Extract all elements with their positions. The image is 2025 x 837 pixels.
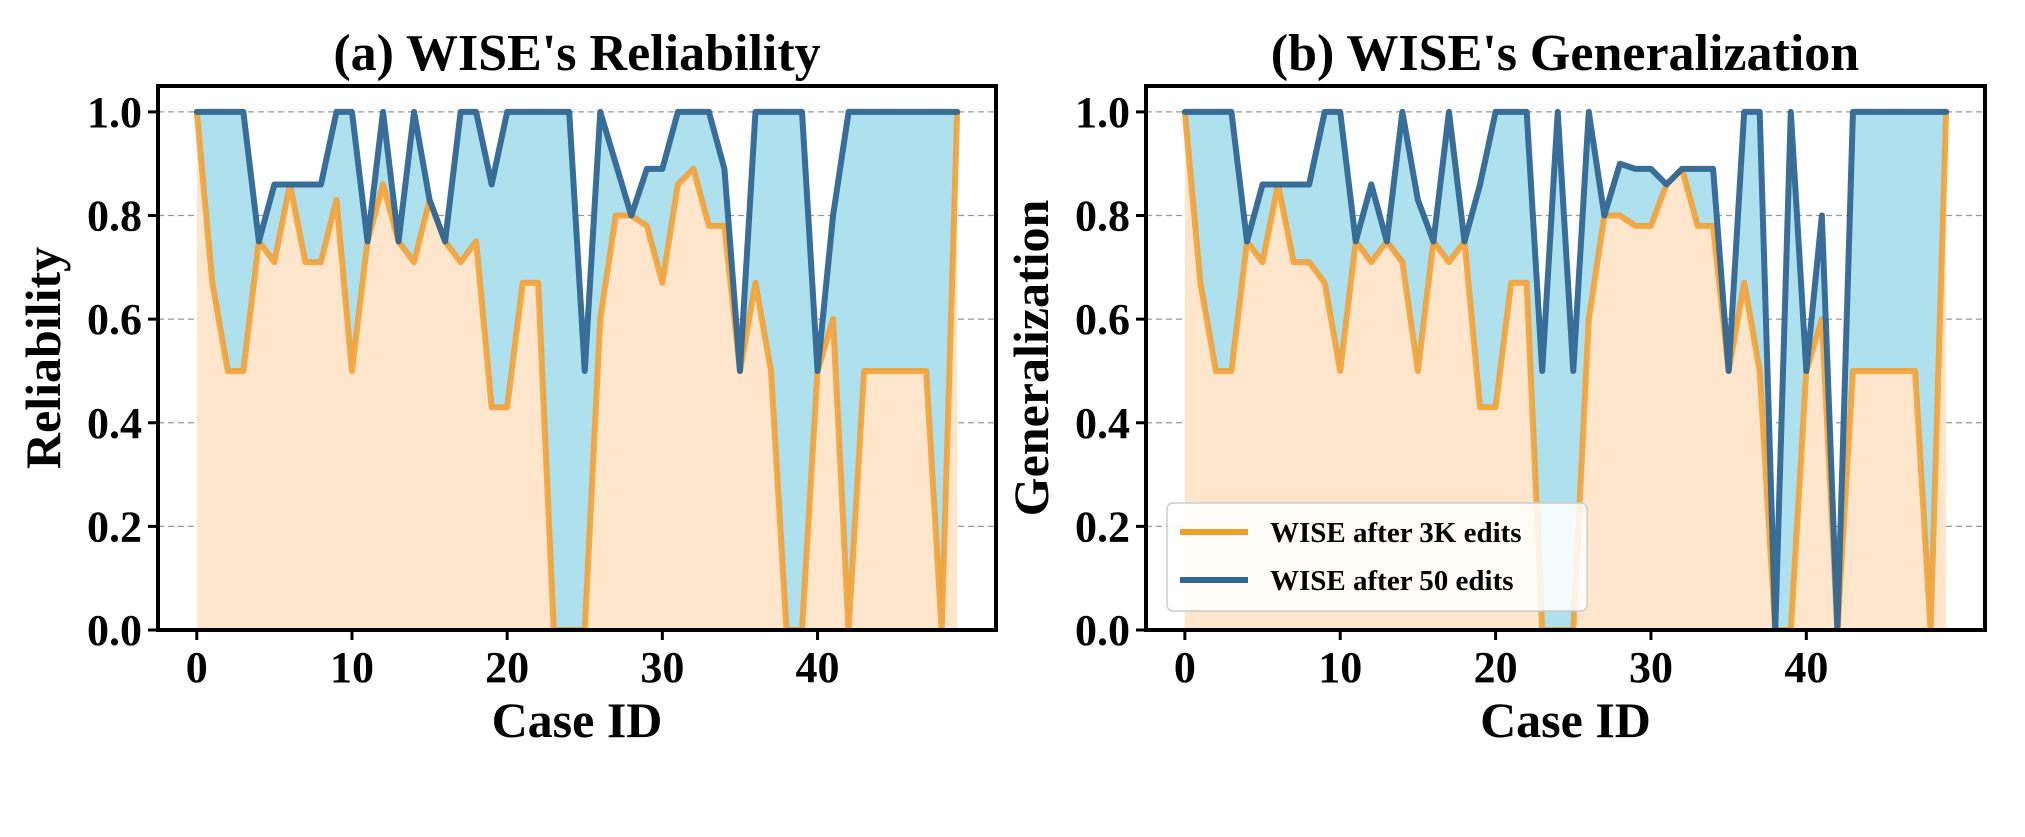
chart-title: (b) WISE's Generalization <box>1271 25 1859 82</box>
x-tick-label: 20 <box>1474 643 1518 692</box>
chart-panel-1: 0.0 0.2 0.4 0.6 0.8 1.0 0 10 20 30 40 (a) WISE's Re… <box>15 25 998 748</box>
x-tick-label: 30 <box>1629 643 1673 692</box>
series-line-50-edits <box>1181 108 1950 630</box>
chart-panel-2: 0.0 0.2 0.4 0.6 0.8 1.0 0 10 20 30 40 (b) WISE's Ge… <box>1003 25 1987 748</box>
y-tick-label: 0.8 <box>1075 192 1130 241</box>
area-fill-3k <box>196 111 958 630</box>
x-tick-label: 40 <box>796 643 840 692</box>
x-tick-label: 0 <box>186 643 208 692</box>
x-tick-label: 30 <box>640 643 684 692</box>
y-tick-label: 0.6 <box>87 295 142 344</box>
area-fill-50 <box>196 111 958 630</box>
series-line-3k-edits <box>1181 108 1950 630</box>
y-tick-label: 0.0 <box>87 606 142 655</box>
y-tick-label: 0.4 <box>1075 399 1130 448</box>
area-fill-3k <box>1184 111 1947 630</box>
x-tick-label: 40 <box>1784 643 1828 692</box>
y-tick-label: 0.6 <box>1075 295 1130 344</box>
x-tick-label: 10 <box>1318 643 1362 692</box>
x-axis-label: Case ID <box>1480 692 1651 748</box>
y-tick-label: 0.4 <box>87 399 142 448</box>
plot-area <box>1181 108 1950 630</box>
axes-frame <box>1144 84 1987 632</box>
area-fill-50 <box>1184 111 1947 630</box>
y-tick-label: 0.2 <box>1075 502 1130 551</box>
y-axis-label: Generalization <box>1003 200 1059 517</box>
x-axis-label: Case ID <box>492 692 663 748</box>
x-tick-label: 20 <box>485 643 529 692</box>
legend-label: WISE after 50 edits <box>1270 565 1514 597</box>
series-line-3k-edits <box>193 108 961 630</box>
legend-box <box>1166 502 1588 612</box>
y-tick-label: 0.8 <box>87 192 142 241</box>
legend-label: WISE after 3K edits <box>1270 517 1522 549</box>
y-axis-label: Reliability <box>15 247 71 469</box>
y-tick-label: 1.0 <box>1075 88 1130 137</box>
y-tick-label: 0.2 <box>87 502 142 551</box>
series-line-50-edits <box>193 108 961 374</box>
x-tick-label: 0 <box>1174 643 1196 692</box>
plot-area <box>193 108 961 630</box>
axes-frame <box>156 84 998 632</box>
y-tick-label: 1.0 <box>87 88 142 137</box>
chart-title: (a) WISE's Reliability <box>333 25 820 82</box>
legend: WISE after 3K edits WISE after 50 edits <box>1166 502 1588 612</box>
x-tick-label: 10 <box>330 643 374 692</box>
y-tick-label: 0.0 <box>1075 606 1130 655</box>
